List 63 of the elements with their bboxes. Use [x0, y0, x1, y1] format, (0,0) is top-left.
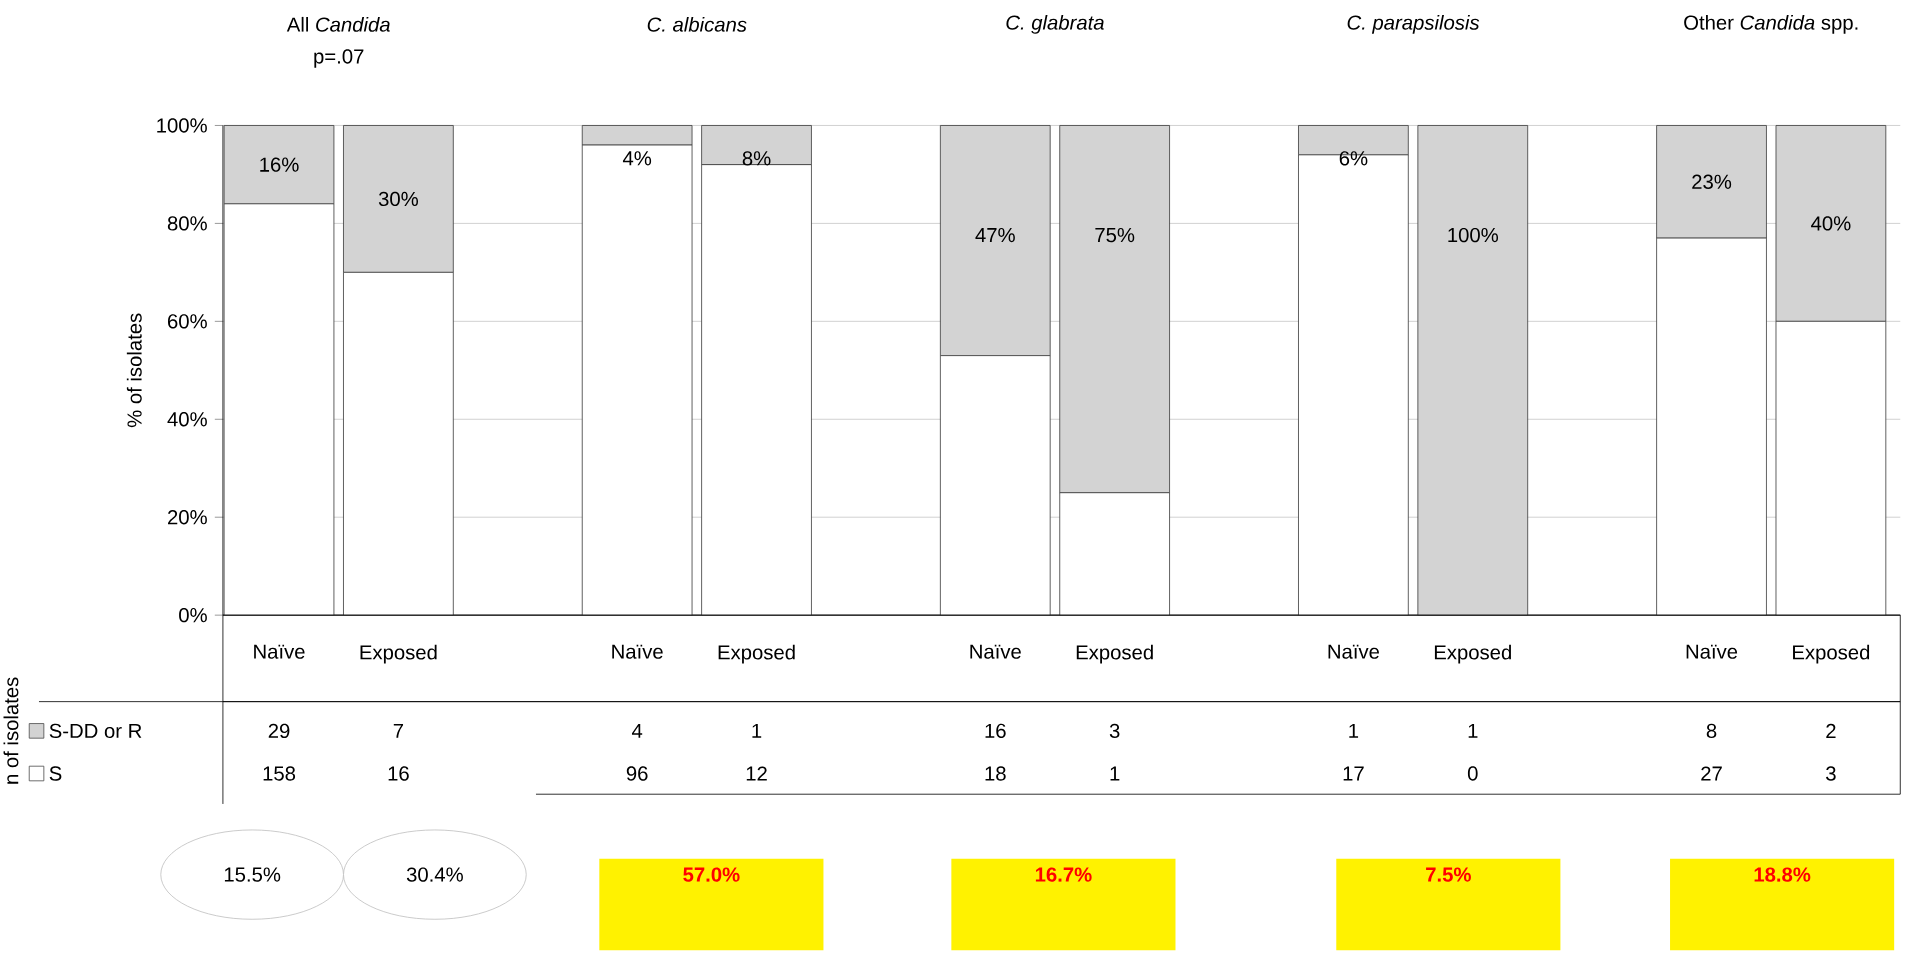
text: 158 — [263, 766, 296, 781]
x-tick-label: Exposed — [360, 644, 437, 664]
text: 1 — [1110, 766, 1120, 781]
text: All Candida — [286, 17, 390, 33]
data-label: 40% — [1811, 216, 1851, 231]
text: 16 — [388, 766, 409, 781]
data-label: 30% — [378, 191, 419, 207]
text: 18 — [985, 766, 1006, 781]
data-label: 16% — [260, 157, 299, 173]
text: 29 — [268, 723, 290, 739]
data-label: 47% — [975, 228, 1015, 243]
y-tick-label: 0% — [179, 608, 207, 623]
text: 30.4% — [406, 867, 463, 883]
text: 3 — [1826, 766, 1836, 781]
legend-label: S — [49, 766, 62, 781]
text: p=.07 — [314, 49, 364, 68]
text: Other Candida spp. — [1684, 15, 1858, 35]
x-tick-label: Naïve — [1328, 644, 1379, 660]
data-label: 23% — [1692, 174, 1732, 190]
x-tick-label: Exposed — [718, 644, 795, 664]
x-tick-label: Naïve — [1686, 644, 1738, 660]
x-tick-label: Naïve — [612, 644, 663, 660]
data-label: 75% — [1095, 228, 1135, 243]
data-label: 100% — [1448, 228, 1499, 243]
x-tick-label: Naïve — [970, 644, 1021, 660]
y-tick-label: 20% — [168, 510, 207, 525]
x-tick-label: Exposed — [1076, 644, 1153, 664]
y-tick-label: 40% — [167, 412, 207, 427]
text: 1 — [1349, 724, 1359, 739]
text: 16 — [985, 723, 1006, 739]
text: 3 — [1109, 723, 1120, 739]
x-tick-label: Exposed — [1434, 644, 1511, 664]
text: 7 — [393, 724, 404, 739]
text: 8 — [1706, 723, 1717, 739]
y-tick-label: 60% — [168, 314, 207, 329]
y-axis-title: % of isolates — [126, 313, 142, 428]
x-tick-label: Exposed — [1793, 644, 1870, 664]
text: 27 — [1701, 766, 1722, 781]
text: 4 — [631, 724, 643, 739]
text: 57.0% — [683, 867, 740, 883]
text: 1 — [752, 724, 762, 739]
data-label: 8% — [742, 151, 771, 166]
text: C. albicans — [647, 17, 747, 33]
bar — [1417, 125, 1529, 616]
legend-label: S-DD or R — [49, 723, 142, 739]
x-tick-label: Naïve — [254, 644, 305, 660]
text: 96 — [626, 766, 648, 781]
text: 1 — [1468, 724, 1478, 739]
text: C. parapsilosis — [1347, 15, 1480, 35]
text: 17 — [1343, 766, 1364, 781]
text: n of isolates — [3, 677, 19, 784]
text: 12 — [746, 766, 767, 781]
text: 2 — [1826, 724, 1836, 739]
text: 7.5% — [1426, 867, 1471, 882]
text: 0 — [1467, 766, 1478, 781]
data-label: 6% — [1339, 151, 1368, 166]
text: 18.8% — [1754, 867, 1811, 883]
text: 16.7% — [1035, 867, 1092, 883]
text: C. glabrata — [1006, 15, 1104, 35]
y-tick-label: 80% — [167, 216, 207, 231]
y-tick-label: 100% — [157, 118, 207, 133]
data-label: 4% — [622, 151, 652, 166]
text: 15.5% — [224, 867, 281, 882]
